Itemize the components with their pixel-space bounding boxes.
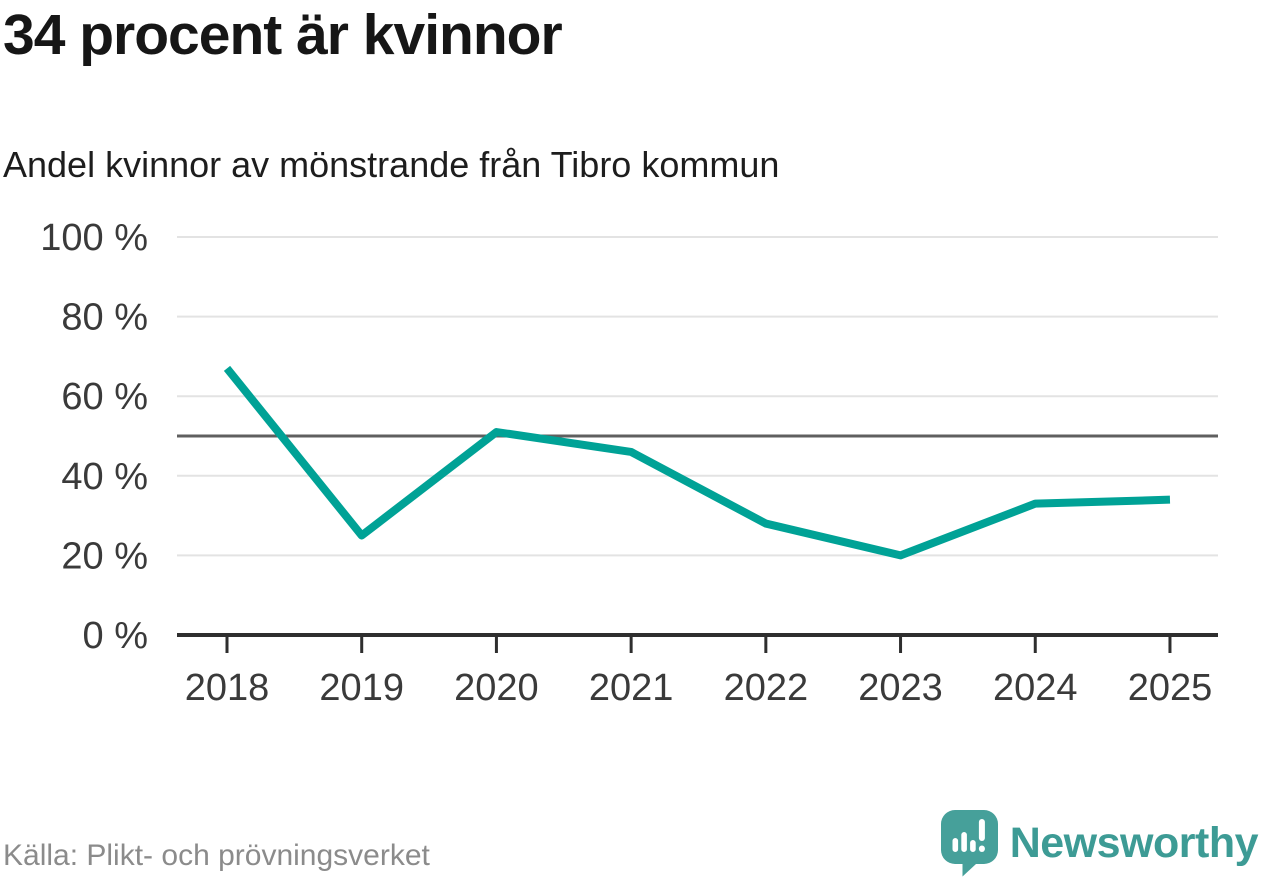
y-axis-label-20: 20 %: [61, 535, 148, 577]
chart-subtitle: Andel kvinnor av mönstrande från Tibro k…: [3, 144, 780, 185]
newsworthy-brand-text: Newsworthy: [1009, 819, 1259, 867]
x-axis-label-2022: 2022: [724, 667, 809, 709]
x-axis-label-2025: 2025: [1128, 667, 1213, 709]
x-axis-label-2021: 2021: [589, 667, 674, 709]
bar-2: [961, 832, 967, 852]
x-axis-label-2020: 2020: [454, 667, 539, 709]
y-axis-label-40: 40 %: [61, 456, 148, 498]
data-line: [223, 365, 1171, 560]
chart-title: 34 procent är kvinnor: [3, 3, 563, 67]
newsworthy-logo-icon: [940, 810, 998, 877]
bar-3: [969, 840, 976, 852]
y-axis-label-80: 80 %: [61, 297, 148, 339]
x-axis-label-2023: 2023: [858, 667, 943, 709]
bar-1: [952, 838, 958, 852]
y-axis-label-100: 100 %: [40, 217, 148, 259]
x-axis-label-2024: 2024: [993, 667, 1078, 709]
x-axis-label-2018: 2018: [185, 667, 270, 709]
x-axis-label-2019: 2019: [319, 667, 404, 709]
exclamation-dot: [978, 845, 985, 852]
exclamation-bar: [978, 819, 985, 841]
speech-bubble-shape: [940, 810, 998, 877]
newsworthy-logo: Newsworthy: [940, 810, 1259, 877]
y-axis-label-0: 0 %: [83, 615, 148, 657]
source-note: Källa: Plikt- och prövningsverket: [3, 839, 430, 872]
y-axis-label-60: 60 %: [61, 376, 148, 418]
